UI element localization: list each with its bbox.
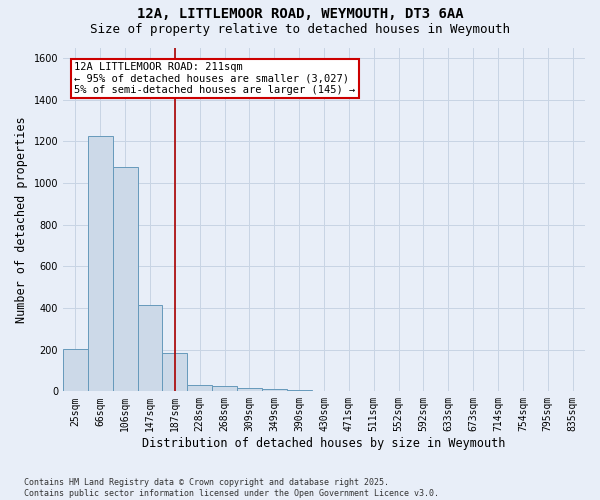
Y-axis label: Number of detached properties: Number of detached properties [15,116,28,322]
Text: Size of property relative to detached houses in Weymouth: Size of property relative to detached ho… [90,22,510,36]
Bar [88,136,113,392]
Bar [287,390,311,392]
Bar [113,168,137,392]
Text: 12A, LITTLEMOOR ROAD, WEYMOUTH, DT3 6AA: 12A, LITTLEMOOR ROAD, WEYMOUTH, DT3 6AA [137,8,463,22]
X-axis label: Distribution of detached houses by size in Weymouth: Distribution of detached houses by size … [142,437,506,450]
Bar [63,348,88,392]
Bar [137,305,163,392]
Text: 12A LITTLEMOOR ROAD: 211sqm
← 95% of detached houses are smaller (3,027)
5% of s: 12A LITTLEMOOR ROAD: 211sqm ← 95% of det… [74,62,355,96]
Bar [163,353,187,392]
Bar [212,386,237,392]
Bar [187,385,212,392]
Bar [262,389,287,392]
Text: Contains HM Land Registry data © Crown copyright and database right 2025.
Contai: Contains HM Land Registry data © Crown c… [24,478,439,498]
Bar [237,388,262,392]
